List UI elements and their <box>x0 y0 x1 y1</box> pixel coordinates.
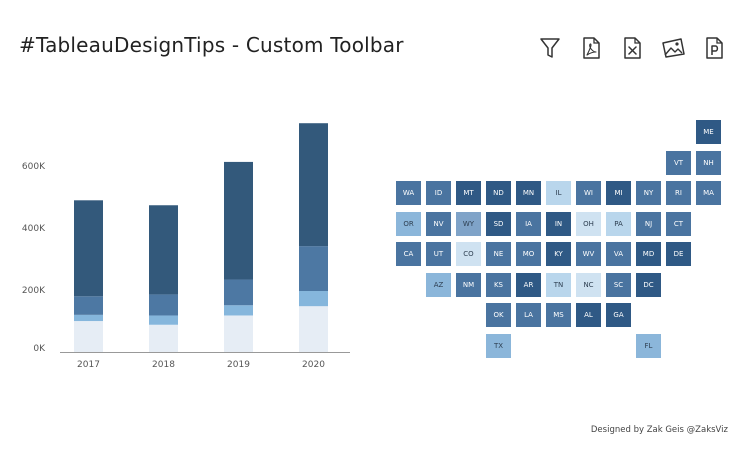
y-tick-label: 0K <box>33 344 46 354</box>
state-tile-or[interactable]: OR <box>396 211 421 236</box>
bar-segment-2020-2[interactable] <box>299 246 328 292</box>
state-tile-md[interactable]: MD <box>636 242 661 266</box>
x-tick-label: 2019 <box>227 360 250 370</box>
state-tile-sc[interactable]: SC <box>606 272 631 297</box>
state-tile-id[interactable]: ID <box>426 181 451 205</box>
bar-segment-2017-0[interactable] <box>74 321 103 352</box>
export-pdf-button[interactable] <box>577 34 605 62</box>
state-tile-ny[interactable]: NY <box>636 181 661 205</box>
state-tile-al[interactable]: AL <box>576 303 601 327</box>
state-tile-mi[interactable]: MI <box>606 181 631 205</box>
image-icon <box>662 38 685 58</box>
page-title: #TableauDesignTips - Custom Toolbar <box>19 33 404 57</box>
bar-segment-2017-2[interactable] <box>74 296 103 315</box>
state-tile-ct[interactable]: CT <box>666 211 691 236</box>
state-tile-vt[interactable]: VT <box>666 150 691 175</box>
state-tile-ok[interactable]: OK <box>486 303 511 327</box>
stacked-bar-chart: 0K 200K 400K 600K 2017 2018 2019 2020 <box>22 123 350 370</box>
bar-segment-2019-0[interactable] <box>224 315 253 352</box>
state-tile-mt[interactable]: MT <box>456 181 481 205</box>
bar-segment-2020-0[interactable] <box>299 306 328 352</box>
state-tile-nc[interactable]: NC <box>576 272 601 297</box>
state-tile-de[interactable]: DE <box>666 242 691 266</box>
state-tile-wv[interactable]: WV <box>576 242 601 266</box>
x-tick-label: 2020 <box>302 360 325 370</box>
state-tile-la[interactable]: LA <box>516 303 541 327</box>
state-tile-tn[interactable]: TN <box>546 272 571 297</box>
footer-credit: Designed by Zak Geis @ZaksViz <box>590 425 728 435</box>
powerpoint-file-icon <box>706 37 723 59</box>
state-tile-nh[interactable]: NH <box>696 150 721 175</box>
state-tile-sd[interactable]: SD <box>486 211 511 236</box>
x-tick-label: 2017 <box>77 360 100 370</box>
y-tick-label: 400K <box>22 224 46 234</box>
bar-segment-2019-3[interactable] <box>224 161 253 280</box>
state-tile-ms[interactable]: MS <box>546 303 571 327</box>
state-tile-ky[interactable]: KY <box>546 242 571 266</box>
bar-segment-2017-3[interactable] <box>74 200 103 297</box>
bar-segment-2019-2[interactable] <box>224 279 253 306</box>
bar-segment-2019-1[interactable] <box>224 305 253 316</box>
state-tile-ma[interactable]: MA <box>696 181 721 205</box>
bar-segment-2018-3[interactable] <box>149 205 178 295</box>
bar-segment-2018-2[interactable] <box>149 294 178 316</box>
export-powerpoint-button[interactable] <box>700 34 728 62</box>
state-tile-ut[interactable]: UT <box>426 242 451 266</box>
bar-segment-2018-0[interactable] <box>149 324 178 352</box>
bar-segment-2017-1[interactable] <box>74 314 103 322</box>
state-tile-tx[interactable]: TX <box>486 333 511 358</box>
state-tile-az[interactable]: AZ <box>426 272 451 297</box>
custom-toolbar <box>532 34 727 62</box>
state-tile-va[interactable]: VA <box>606 242 631 266</box>
y-tick-label: 200K <box>22 286 46 296</box>
bar-segment-2020-1[interactable] <box>299 291 328 307</box>
pdf-file-icon <box>583 37 600 59</box>
excel-file-icon <box>624 37 641 59</box>
state-tile-pa[interactable]: PA <box>606 211 631 236</box>
state-tile-fl[interactable]: FL <box>636 333 661 358</box>
state-tile-mo[interactable]: MO <box>516 242 541 266</box>
filter-button[interactable] <box>536 34 564 62</box>
state-tile-nm[interactable]: NM <box>456 272 481 297</box>
state-tile-mn[interactable]: MN <box>516 181 541 205</box>
state-tile-in[interactable]: IN <box>546 211 571 236</box>
export-image-button[interactable] <box>659 34 687 62</box>
state-tile-oh[interactable]: OH <box>576 211 601 236</box>
state-tile-wy[interactable]: WY <box>456 211 481 236</box>
bar-segment-2018-1[interactable] <box>149 315 178 325</box>
state-tile-ne[interactable]: NE <box>486 242 511 266</box>
state-tile-ri[interactable]: RI <box>666 181 691 205</box>
state-tile-ca[interactable]: CA <box>396 242 421 266</box>
state-tile-ga[interactable]: GA <box>606 303 631 327</box>
state-tile-nd[interactable]: ND <box>486 181 511 205</box>
state-tile-ia[interactable]: IA <box>516 211 541 236</box>
state-tile-wa[interactable]: WA <box>396 181 421 205</box>
state-tile-dc[interactable]: DC <box>636 272 661 297</box>
state-tile-nj[interactable]: NJ <box>636 211 661 236</box>
state-tile-co[interactable]: CO <box>456 242 481 266</box>
state-tile-ks[interactable]: KS <box>486 272 511 297</box>
state-tile-ar[interactable]: AR <box>516 272 541 297</box>
export-excel-button[interactable] <box>618 34 646 62</box>
state-tile-wi[interactable]: WI <box>576 181 601 205</box>
x-tick-label: 2018 <box>152 360 175 370</box>
y-tick-label: 600K <box>22 162 46 172</box>
state-tile-nv[interactable]: NV <box>426 211 451 236</box>
filter-icon <box>540 38 560 58</box>
state-tile-il[interactable]: IL <box>546 181 571 205</box>
state-tile-me[interactable]: ME <box>696 120 721 144</box>
bar-segment-2020-3[interactable] <box>299 123 328 247</box>
